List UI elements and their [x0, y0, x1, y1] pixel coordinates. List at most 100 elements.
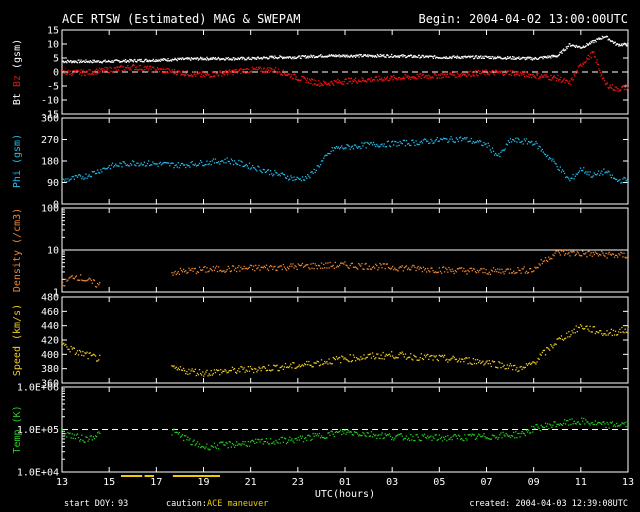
- data-point: [226, 157, 228, 159]
- data-point: [567, 176, 569, 179]
- data-point: [626, 421, 628, 423]
- data-point: [342, 83, 344, 85]
- data-point: [87, 60, 89, 62]
- data-point: [306, 177, 308, 179]
- data-point: [597, 63, 599, 66]
- data-point: [354, 431, 357, 433]
- data-point: [573, 45, 575, 47]
- data-point: [191, 444, 193, 446]
- data-point: [550, 344, 552, 346]
- data-point: [345, 147, 347, 149]
- data-point: [376, 353, 378, 355]
- data-point: [424, 268, 427, 270]
- data-point: [403, 356, 405, 358]
- data-point: [516, 141, 518, 143]
- data-point: [140, 69, 142, 71]
- data-point: [75, 60, 77, 63]
- data-point: [553, 160, 555, 162]
- data-point: [576, 45, 578, 48]
- data-point: [466, 72, 468, 74]
- data-point: [508, 141, 511, 144]
- data-point: [64, 70, 66, 72]
- data-point: [299, 265, 301, 267]
- data-point: [514, 73, 516, 75]
- data-point: [255, 66, 258, 69]
- data-point: [504, 270, 506, 273]
- data-point: [178, 369, 180, 371]
- data-point: [283, 266, 286, 268]
- data-point: [214, 72, 217, 74]
- data-point: [559, 51, 561, 54]
- data-point: [562, 49, 564, 51]
- data-point: [127, 165, 130, 167]
- data-point: [101, 62, 103, 64]
- data-point: [270, 170, 272, 172]
- data-point: [554, 162, 556, 164]
- data-point: [448, 57, 450, 59]
- data-point: [277, 174, 279, 176]
- data-point: [469, 433, 471, 436]
- data-point: [231, 59, 233, 61]
- data-point: [562, 80, 564, 82]
- data-point: [302, 365, 305, 367]
- ytick-label: 460: [41, 307, 59, 318]
- data-point: [93, 59, 96, 61]
- data-point: [470, 363, 472, 365]
- data-point: [360, 356, 362, 358]
- data-point: [362, 268, 364, 270]
- data-point: [479, 360, 481, 362]
- data-point: [538, 263, 540, 265]
- data-point: [559, 423, 561, 425]
- data-point: [491, 55, 493, 58]
- data-point: [447, 435, 449, 437]
- data-point: [376, 53, 379, 56]
- data-point: [244, 441, 246, 443]
- data-point: [571, 77, 573, 79]
- data-point: [251, 56, 253, 59]
- data-point: [170, 162, 172, 165]
- data-point: [400, 54, 402, 57]
- data-point: [614, 254, 617, 256]
- data-point: [619, 90, 621, 92]
- data-point: [285, 269, 288, 271]
- data-point: [372, 265, 375, 268]
- data-point: [592, 251, 594, 254]
- data-point: [438, 140, 440, 142]
- data-point: [438, 354, 440, 356]
- data-point: [413, 77, 415, 79]
- data-point: [481, 57, 483, 59]
- data-point: [276, 441, 278, 443]
- data-point: [470, 56, 473, 58]
- data-point: [356, 267, 358, 269]
- data-point: [363, 79, 365, 82]
- data-point: [324, 360, 326, 363]
- data-point: [120, 65, 122, 67]
- data-point: [289, 76, 292, 79]
- data-point: [78, 70, 80, 72]
- data-point: [191, 267, 193, 270]
- data-point: [195, 58, 197, 60]
- data-point: [210, 75, 212, 77]
- data-point: [238, 58, 240, 60]
- data-point: [541, 148, 543, 151]
- data-point: [385, 77, 387, 80]
- data-point: [563, 78, 565, 80]
- data-point: [393, 56, 395, 58]
- data-point: [562, 48, 565, 50]
- data-point: [299, 435, 301, 437]
- data-point: [453, 272, 455, 275]
- data-point: [218, 369, 220, 371]
- data-point: [473, 434, 476, 436]
- data-point: [461, 358, 463, 360]
- data-point: [185, 166, 187, 169]
- data-point: [154, 70, 156, 73]
- data-point: [341, 355, 343, 357]
- data-point: [585, 325, 587, 328]
- data-point: [559, 166, 561, 168]
- data-point: [91, 73, 93, 75]
- data-point: [67, 72, 69, 74]
- data-point: [473, 362, 476, 365]
- data-point: [597, 255, 600, 257]
- data-point: [592, 175, 594, 177]
- data-point: [297, 263, 299, 265]
